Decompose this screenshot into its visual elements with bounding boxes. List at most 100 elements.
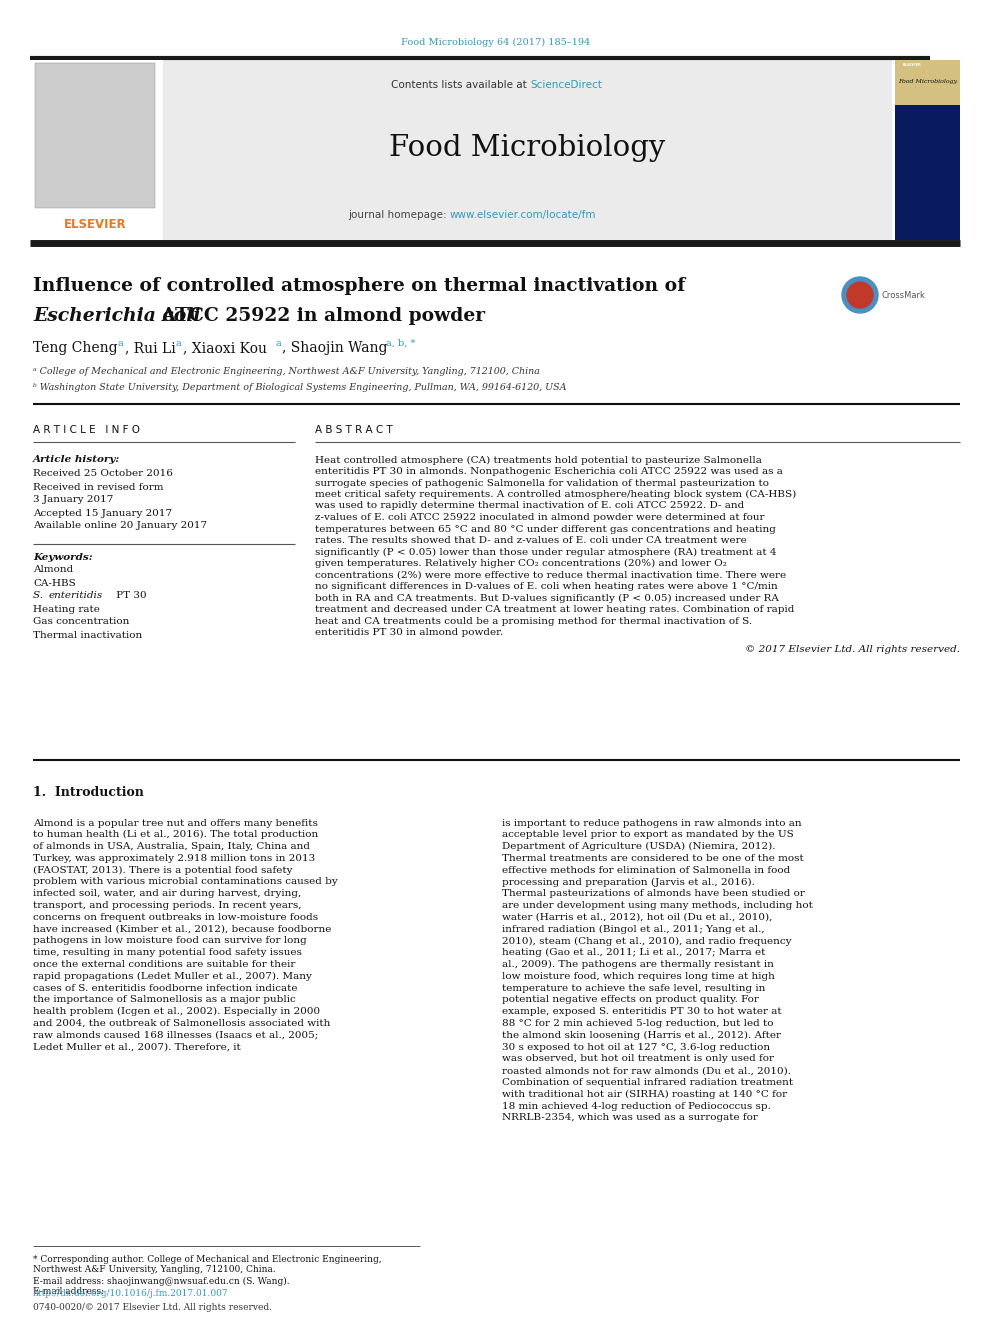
Text: PT 30: PT 30 <box>113 591 147 601</box>
Text: effective methods for elimination of Salmonella in food: effective methods for elimination of Sal… <box>502 865 791 875</box>
Text: is important to reduce pathogens in raw almonds into an: is important to reduce pathogens in raw … <box>502 819 802 827</box>
Text: 30 s exposed to hot oil at 127 °C, 3.6-log reduction: 30 s exposed to hot oil at 127 °C, 3.6-l… <box>502 1043 770 1052</box>
Text: temperatures between 65 °C and 80 °C under different gas concentrations and heat: temperatures between 65 °C and 80 °C und… <box>315 524 776 533</box>
Text: Article history:: Article history: <box>33 455 120 464</box>
Text: Food Microbiology 64 (2017) 185–194: Food Microbiology 64 (2017) 185–194 <box>402 37 590 46</box>
Text: , Xiaoxi Kou: , Xiaoxi Kou <box>183 341 267 355</box>
Text: Escherichia coli: Escherichia coli <box>33 307 200 325</box>
Text: A R T I C L E   I N F O: A R T I C L E I N F O <box>33 425 140 435</box>
Text: ELSEVIER: ELSEVIER <box>63 218 126 232</box>
Text: was observed, but hot oil treatment is only used for: was observed, but hot oil treatment is o… <box>502 1054 774 1064</box>
Text: E-mail address:: E-mail address: <box>33 1287 104 1297</box>
Text: to human health (Li et al., 2016). The total production: to human health (Li et al., 2016). The t… <box>33 831 318 839</box>
Text: infrared radiation (Bingol et al., 2011; Yang et al.,: infrared radiation (Bingol et al., 2011;… <box>502 925 765 934</box>
Text: Accepted 15 January 2017: Accepted 15 January 2017 <box>33 508 173 517</box>
Text: ELSEVIER: ELSEVIER <box>903 64 922 67</box>
Text: both in RA and CA treatments. But D-values significantly (P < 0.05) increased un: both in RA and CA treatments. But D-valu… <box>315 594 779 602</box>
Text: roasted almonds not for raw almonds (Du et al., 2010).: roasted almonds not for raw almonds (Du … <box>502 1066 791 1076</box>
Text: Combination of sequential infrared radiation treatment: Combination of sequential infrared radia… <box>502 1078 794 1088</box>
Text: ᵃ College of Mechanical and Electronic Engineering, Northwest A&F University, Ya: ᵃ College of Mechanical and Electronic E… <box>33 368 540 377</box>
Bar <box>895 60 960 105</box>
Text: S.: S. <box>33 591 47 601</box>
Text: al., 2009). The pathogens are thermally resistant in: al., 2009). The pathogens are thermally … <box>502 960 774 970</box>
Text: Department of Agriculture (USDA) (Niemira, 2012).: Department of Agriculture (USDA) (Niemir… <box>502 841 776 851</box>
Text: Keywords:: Keywords: <box>33 553 92 561</box>
Text: ATCC 25922 in almond powder: ATCC 25922 in almond powder <box>155 307 485 325</box>
Text: surrogate species of pathogenic Salmonella for validation of thermal pasteurizat: surrogate species of pathogenic Salmonel… <box>315 479 769 487</box>
Text: 3 January 2017: 3 January 2017 <box>33 496 113 504</box>
Text: given temperatures. Relatively higher CO₂ concentrations (20%) and lower O₂: given temperatures. Relatively higher CO… <box>315 558 727 568</box>
Text: Teng Cheng: Teng Cheng <box>33 341 118 355</box>
Bar <box>163 60 892 239</box>
Text: rates. The results showed that D- and z-values of E. coli under CA treatment wer: rates. The results showed that D- and z-… <box>315 536 747 545</box>
Text: a: a <box>275 339 281 348</box>
Text: journal homepage:: journal homepage: <box>348 210 450 220</box>
Text: Heating rate: Heating rate <box>33 605 100 614</box>
Text: once the external conditions are suitable for their: once the external conditions are suitabl… <box>33 960 296 970</box>
Text: and 2004, the outbreak of Salmonellosis associated with: and 2004, the outbreak of Salmonellosis … <box>33 1019 330 1028</box>
Text: Thermal inactivation: Thermal inactivation <box>33 631 142 639</box>
Bar <box>30 60 163 239</box>
Text: heating (Gao et al., 2011; Li et al., 2017; Marra et: heating (Gao et al., 2011; Li et al., 20… <box>502 949 766 958</box>
Text: are under development using many methods, including hot: are under development using many methods… <box>502 901 812 910</box>
Text: 1.  Introduction: 1. Introduction <box>33 786 144 799</box>
Text: NRRLB-2354, which was used as a surrogate for: NRRLB-2354, which was used as a surrogat… <box>502 1114 758 1122</box>
Text: Influence of controlled atmosphere on thermal inactivation of: Influence of controlled atmosphere on th… <box>33 277 685 295</box>
Text: Received in revised form: Received in revised form <box>33 483 164 492</box>
Text: , Shaojin Wang: , Shaojin Wang <box>282 341 388 355</box>
Circle shape <box>842 277 878 314</box>
Text: * Corresponding author. College of Mechanical and Electronic Engineering,: * Corresponding author. College of Mecha… <box>33 1254 382 1263</box>
Text: Ledet Muller et al., 2007). Therefore, it: Ledet Muller et al., 2007). Therefore, i… <box>33 1043 241 1052</box>
Bar <box>895 60 960 239</box>
Text: 0740-0020/© 2017 Elsevier Ltd. All rights reserved.: 0740-0020/© 2017 Elsevier Ltd. All right… <box>33 1303 272 1312</box>
Text: ᵇ Washington State University, Department of Biological Systems Engineering, Pul: ᵇ Washington State University, Departmen… <box>33 382 566 392</box>
Circle shape <box>847 282 873 308</box>
Text: heat and CA treatments could be a promising method for thermal inactivation of S: heat and CA treatments could be a promis… <box>315 617 752 626</box>
Text: 18 min achieved 4-log reduction of Pediococcus sp.: 18 min achieved 4-log reduction of Pedio… <box>502 1102 771 1111</box>
Text: a: a <box>176 339 182 348</box>
Text: Northwest A&F University, Yangling, 712100, China.: Northwest A&F University, Yangling, 7121… <box>33 1266 276 1274</box>
Text: of almonds in USA, Australia, Spain, Italy, China and: of almonds in USA, Australia, Spain, Ita… <box>33 843 310 851</box>
Text: concentrations (2%) were more effective to reduce thermal inactivation time. The: concentrations (2%) were more effective … <box>315 570 786 579</box>
Text: a: a <box>118 339 124 348</box>
Text: no significant differences in D-values of E. coli when heating rates were above : no significant differences in D-values o… <box>315 582 778 591</box>
Text: health problem (Icgen et al., 2002). Especially in 2000: health problem (Icgen et al., 2002). Esp… <box>33 1007 320 1016</box>
Bar <box>35 64 155 208</box>
Text: ScienceDirect: ScienceDirect <box>530 79 602 90</box>
Text: temperature to achieve the safe level, resulting in: temperature to achieve the safe level, r… <box>502 984 766 992</box>
Text: Almond is a popular tree nut and offers many benefits: Almond is a popular tree nut and offers … <box>33 819 317 827</box>
Text: time, resulting in many potential food safety issues: time, resulting in many potential food s… <box>33 949 302 958</box>
Text: CA-HBS: CA-HBS <box>33 578 75 587</box>
Text: cases of S. enteritidis foodborne infection indicate: cases of S. enteritidis foodborne infect… <box>33 984 298 992</box>
Text: E-mail address: shaojinwang@nwsuaf.edu.cn (S. Wang).: E-mail address: shaojinwang@nwsuaf.edu.c… <box>33 1277 290 1286</box>
Text: the importance of Salmonellosis as a major public: the importance of Salmonellosis as a maj… <box>33 995 296 1004</box>
Text: processing and preparation (Jarvis et al., 2016).: processing and preparation (Jarvis et al… <box>502 877 755 886</box>
Text: Thermal treatments are considered to be one of the most: Thermal treatments are considered to be … <box>502 853 804 863</box>
Text: pathogens in low moisture food can survive for long: pathogens in low moisture food can survi… <box>33 937 307 946</box>
Text: acceptable level prior to export as mandated by the US: acceptable level prior to export as mand… <box>502 831 794 839</box>
Text: was used to rapidly determine thermal inactivation of E. coli ATCC 25922. D- and: was used to rapidly determine thermal in… <box>315 501 744 511</box>
Text: Received 25 October 2016: Received 25 October 2016 <box>33 470 173 479</box>
Text: water (Harris et al., 2012), hot oil (Du et al., 2010),: water (Harris et al., 2012), hot oil (Du… <box>502 913 773 922</box>
Text: z-values of E. coli ATCC 25922 inoculated in almond powder were determined at fo: z-values of E. coli ATCC 25922 inoculate… <box>315 513 765 523</box>
Text: 88 °C for 2 min achieved 5-log reduction, but led to: 88 °C for 2 min achieved 5-log reduction… <box>502 1019 774 1028</box>
Text: www.elsevier.com/locate/fm: www.elsevier.com/locate/fm <box>450 210 596 220</box>
Text: the almond skin loosening (Harris et al., 2012). After: the almond skin loosening (Harris et al.… <box>502 1031 781 1040</box>
Text: concerns on frequent outbreaks in low-moisture foods: concerns on frequent outbreaks in low-mo… <box>33 913 318 922</box>
Text: 2010), steam (Chang et al., 2010), and radio frequency: 2010), steam (Chang et al., 2010), and r… <box>502 937 792 946</box>
Text: have increased (Kimber et al., 2012), because foodborne: have increased (Kimber et al., 2012), be… <box>33 925 331 934</box>
Text: Contents lists available at: Contents lists available at <box>391 79 530 90</box>
Text: rapid propagations (Ledet Muller et al., 2007). Many: rapid propagations (Ledet Muller et al.,… <box>33 972 311 980</box>
Text: Available online 20 January 2017: Available online 20 January 2017 <box>33 521 207 531</box>
Text: A B S T R A C T: A B S T R A C T <box>315 425 393 435</box>
Text: significantly (P < 0.05) lower than those under regular atmosphere (RA) treatmen: significantly (P < 0.05) lower than thos… <box>315 548 777 557</box>
Text: Almond: Almond <box>33 565 73 574</box>
Text: treatment and decreased under CA treatment at lower heating rates. Combination o: treatment and decreased under CA treatme… <box>315 605 795 614</box>
Text: Food Microbiology: Food Microbiology <box>898 79 957 85</box>
Text: enteritidis PT 30 in almonds. Nonpathogenic Escherichia coli ATCC 25922 was used: enteritidis PT 30 in almonds. Nonpathoge… <box>315 467 783 476</box>
Text: Food Microbiology: Food Microbiology <box>389 134 665 161</box>
Text: Heat controlled atmosphere (CA) treatments hold potential to pasteurize Salmonel: Heat controlled atmosphere (CA) treatmen… <box>315 455 762 464</box>
Text: (FAOSTAT, 2013). There is a potential food safety: (FAOSTAT, 2013). There is a potential fo… <box>33 865 293 875</box>
Text: problem with various microbial contaminations caused by: problem with various microbial contamina… <box>33 877 337 886</box>
Text: low moisture food, which requires long time at high: low moisture food, which requires long t… <box>502 972 775 980</box>
